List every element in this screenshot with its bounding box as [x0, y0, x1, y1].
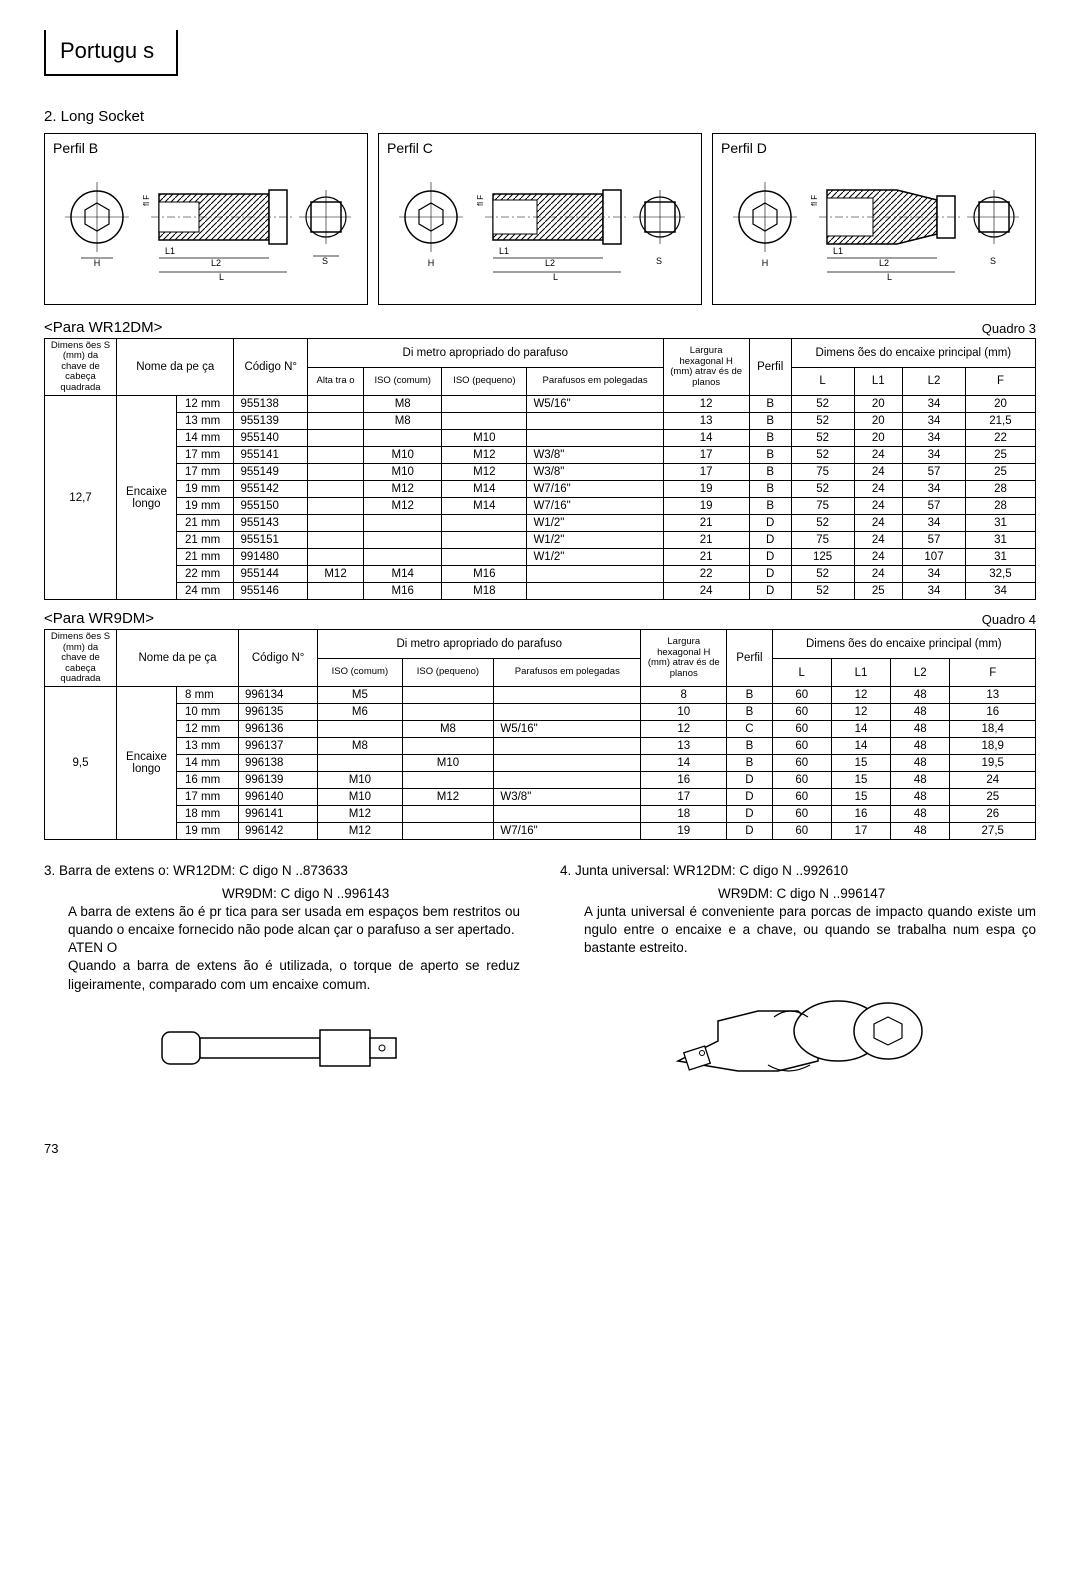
section-4-body: A junta universal é conveniente para por… [560, 903, 1036, 958]
table3: Dimens ões S (mm) da chave de cabeça qua… [44, 338, 1036, 600]
profile-b-label: Perfil B [53, 140, 359, 156]
page-number: 73 [44, 1141, 1036, 1156]
svg-text:L2: L2 [545, 258, 555, 268]
profile-b-diagram: H L1 L2 L S fl F [61, 162, 351, 292]
svg-text:L2: L2 [211, 258, 221, 268]
table3-quadro: Quadro 3 [982, 321, 1036, 336]
profile-b-box: Perfil B H L1 L2 L S fl F [44, 133, 368, 305]
svg-text:fl F: fl F [810, 195, 819, 206]
svg-text:fl F: fl F [142, 195, 151, 206]
svg-text:fl F: fl F [476, 195, 485, 206]
svg-text:L1: L1 [165, 246, 175, 256]
section-4-title: 4. Junta universal: WR12DM: C digo N ..9… [560, 862, 1036, 880]
svg-text:L1: L1 [499, 246, 509, 256]
table3-caption: <Para WR12DM> [44, 319, 162, 336]
section-3-title: 3. Barra de extens o: WR12DM: C digo N .… [44, 862, 520, 880]
svg-text:L1: L1 [833, 246, 843, 256]
universal-joint-diagram [658, 971, 938, 1101]
bottom-columns: 3. Barra de extens o: WR12DM: C digo N .… [44, 862, 1036, 1101]
table4-caption: <Para WR9DM> [44, 610, 154, 627]
svg-text:H: H [94, 258, 101, 268]
section-3-body1: A barra de extens ão é pr tica para ser … [44, 903, 520, 939]
section-3-body2: Quando a barra de extens ão é utilizada,… [44, 957, 520, 993]
svg-text:L: L [887, 272, 892, 282]
profile-d-label: Perfil D [721, 140, 1027, 156]
profile-c-box: Perfil C H L1 L2 L S fl F [378, 133, 702, 305]
table4: Dimens ões S (mm) da chave de cabeça qua… [44, 629, 1036, 840]
section-3: 3. Barra de extens o: WR12DM: C digo N .… [44, 862, 520, 1101]
language-tab: Portugu s [44, 30, 178, 76]
svg-text:H: H [762, 258, 769, 268]
svg-text:S: S [322, 256, 328, 266]
section-3-caution: ATEN O [44, 939, 520, 957]
extension-bar-diagram [152, 1008, 412, 1088]
svg-text:L2: L2 [879, 258, 889, 268]
section-3-title2: WR9DM: C digo N ..996143 [44, 885, 520, 903]
profile-d-box: Perfil D H L1 L2 L S fl F [712, 133, 1036, 305]
svg-text:L: L [553, 272, 558, 282]
profiles-row: Perfil B H L1 L2 L S fl F [44, 133, 1036, 305]
svg-text:H: H [428, 258, 435, 268]
profile-c-label: Perfil C [387, 140, 693, 156]
section-4: 4. Junta universal: WR12DM: C digo N ..9… [560, 862, 1036, 1101]
svg-text:S: S [990, 256, 996, 266]
svg-text:S: S [656, 256, 662, 266]
svg-text:L: L [219, 272, 224, 282]
section-2-title: 2. Long Socket [44, 108, 1036, 125]
table4-quadro: Quadro 4 [982, 612, 1036, 627]
profile-d-diagram: H L1 L2 L S fl F [729, 162, 1019, 292]
section-4-title2: WR9DM: C digo N ..996147 [560, 885, 1036, 903]
profile-c-diagram: H L1 L2 L S fl F [395, 162, 685, 292]
